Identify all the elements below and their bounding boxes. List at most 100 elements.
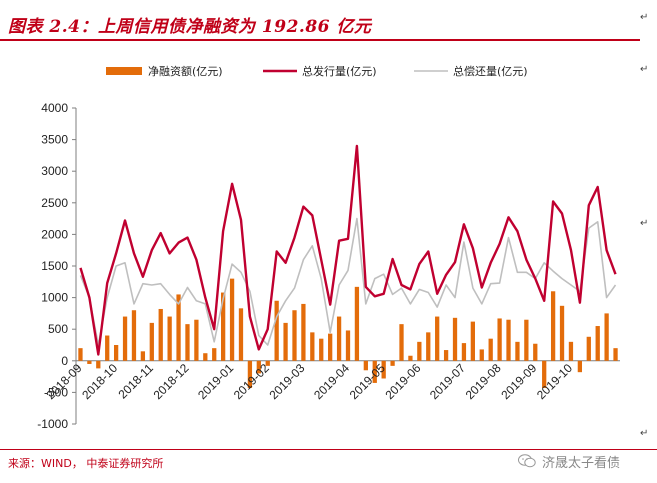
net-financing-bar: [408, 355, 413, 361]
y-tick-label: -500: [44, 385, 68, 399]
y-tick-label: 4000: [41, 101, 68, 115]
net-financing-bar: [328, 333, 333, 361]
paragraph-mark-icon: ↵: [640, 12, 649, 23]
title-divider: [0, 39, 640, 41]
y-tick-label: 1000: [41, 291, 68, 305]
y-tick-label: 2500: [41, 196, 68, 210]
legend-label-net-financing: 净融资额(亿元): [148, 64, 223, 78]
net-financing-bar: [497, 318, 502, 361]
net-financing-bar: [87, 360, 92, 364]
net-financing-bar: [194, 319, 199, 361]
net-financing-bar: [203, 353, 208, 361]
x-tick-label: 2019-10: [534, 361, 575, 402]
net-financing-bar: [238, 308, 244, 361]
net-financing-bar: [122, 316, 128, 361]
net-financing-bar: [550, 291, 556, 361]
net-financing-bar: [140, 351, 146, 361]
net-financing-bar: [274, 300, 279, 361]
net-financing-bar: [96, 360, 101, 369]
net-financing-bar: [158, 308, 163, 361]
net-financing-bar: [185, 324, 190, 361]
net-financing-bar: [176, 294, 181, 361]
x-tick-label: 2019-06: [382, 361, 423, 402]
net-financing-bar: [319, 338, 324, 361]
net-financing-bar: [586, 336, 591, 361]
legend-label-repayment: 总偿还量(亿元): [453, 64, 528, 78]
source-divider: [0, 449, 657, 450]
net-financing-bar: [452, 317, 458, 361]
net-financing-bar: [354, 286, 360, 361]
net-financing-bar: [533, 343, 538, 361]
net-financing-bar: [265, 360, 270, 366]
net-financing-bar: [488, 338, 493, 361]
x-tick-label: 2019-01: [195, 361, 236, 402]
source-note: 来源：WIND， 中泰证券研究所: [8, 457, 164, 470]
y-tick-label: -1000: [37, 417, 68, 431]
y-tick-label: 3000: [41, 164, 68, 178]
paragraph-mark-icon: ↵: [640, 218, 649, 229]
net-financing-bar: [105, 335, 110, 361]
legend-label-issuance: 总发行量(亿元): [302, 64, 377, 78]
net-financing-bar: [524, 319, 529, 361]
net-financing-bar: [345, 330, 351, 361]
net-financing-bar: [568, 341, 574, 361]
net-financing-bar: [577, 360, 583, 373]
x-tick-label: 2018-12: [151, 361, 192, 402]
net-financing-bar: [417, 341, 422, 361]
issuance-line: [79, 144, 617, 356]
net-financing-bar: [613, 348, 618, 361]
x-tick-label: 2019-07: [427, 361, 468, 402]
net-financing-bar: [381, 360, 386, 379]
x-tick-label: 2019-08: [463, 361, 504, 402]
watermark: 济晟太子看债: [518, 448, 653, 474]
net-financing-bar: [256, 360, 261, 374]
x-tick-label: 2019-09: [498, 361, 539, 402]
net-financing-bar: [336, 316, 342, 361]
net-financing-bar: [443, 350, 449, 361]
legend-swatch-net-financing: [106, 67, 142, 75]
net-financing-bar: [113, 345, 119, 361]
net-financing-bar: [221, 292, 226, 361]
net-financing-bar: [363, 360, 368, 371]
net-financing-bar: [559, 305, 565, 361]
net-financing-bar: [426, 332, 431, 361]
net-financing-bar: [461, 343, 467, 361]
x-tick-label: 2019-04: [311, 361, 352, 402]
net-financing-bar: [604, 313, 609, 361]
watermark-text: 济晟太子看债: [542, 455, 621, 471]
y-tick-label: 2000: [41, 227, 68, 241]
net-financing-bar: [78, 348, 83, 361]
net-financing-bar: [399, 324, 404, 361]
repayment-line: [79, 217, 617, 346]
net-financing-bar: [283, 322, 288, 361]
net-financing-bar: [479, 349, 484, 361]
net-financing-bar: [310, 332, 315, 361]
net-financing-bar: [292, 310, 297, 361]
y-tick-label: 1500: [41, 259, 68, 273]
net-financing-bar: [212, 348, 217, 361]
net-financing-bar: [167, 316, 172, 361]
paragraph-mark-icon: ↵: [640, 428, 649, 439]
net-financing-bar: [470, 321, 475, 361]
paragraph-mark-icon: ↵: [640, 64, 649, 75]
net-financing-bar: [390, 360, 395, 366]
net-financing-bar: [435, 316, 440, 361]
y-tick-label: 0: [61, 354, 68, 368]
net-financing-bar: [149, 322, 154, 361]
net-financing-bar: [229, 278, 235, 361]
x-tick-label: 2018-11: [116, 361, 157, 402]
net-financing-bar: [542, 360, 547, 388]
x-tick-label: 2019-03: [266, 361, 307, 402]
net-financing-bar: [515, 341, 520, 361]
net-financing-bar: [506, 319, 511, 361]
net-financing-bar: [595, 326, 600, 361]
net-financing-bar: [301, 303, 306, 361]
net-financing-bar: [247, 360, 253, 388]
chart-title: 图表 2.4：上周信用债净融资为 192.86 亿元: [8, 17, 372, 37]
wechat-icon: [518, 454, 536, 468]
y-tick-label: 500: [48, 322, 68, 336]
net-financing-bar: [131, 310, 137, 361]
net-financing-bar: [372, 360, 377, 383]
title-bar: 图表 2.4：上周信用债净融资为 192.86 亿元 ↵: [0, 0, 657, 41]
